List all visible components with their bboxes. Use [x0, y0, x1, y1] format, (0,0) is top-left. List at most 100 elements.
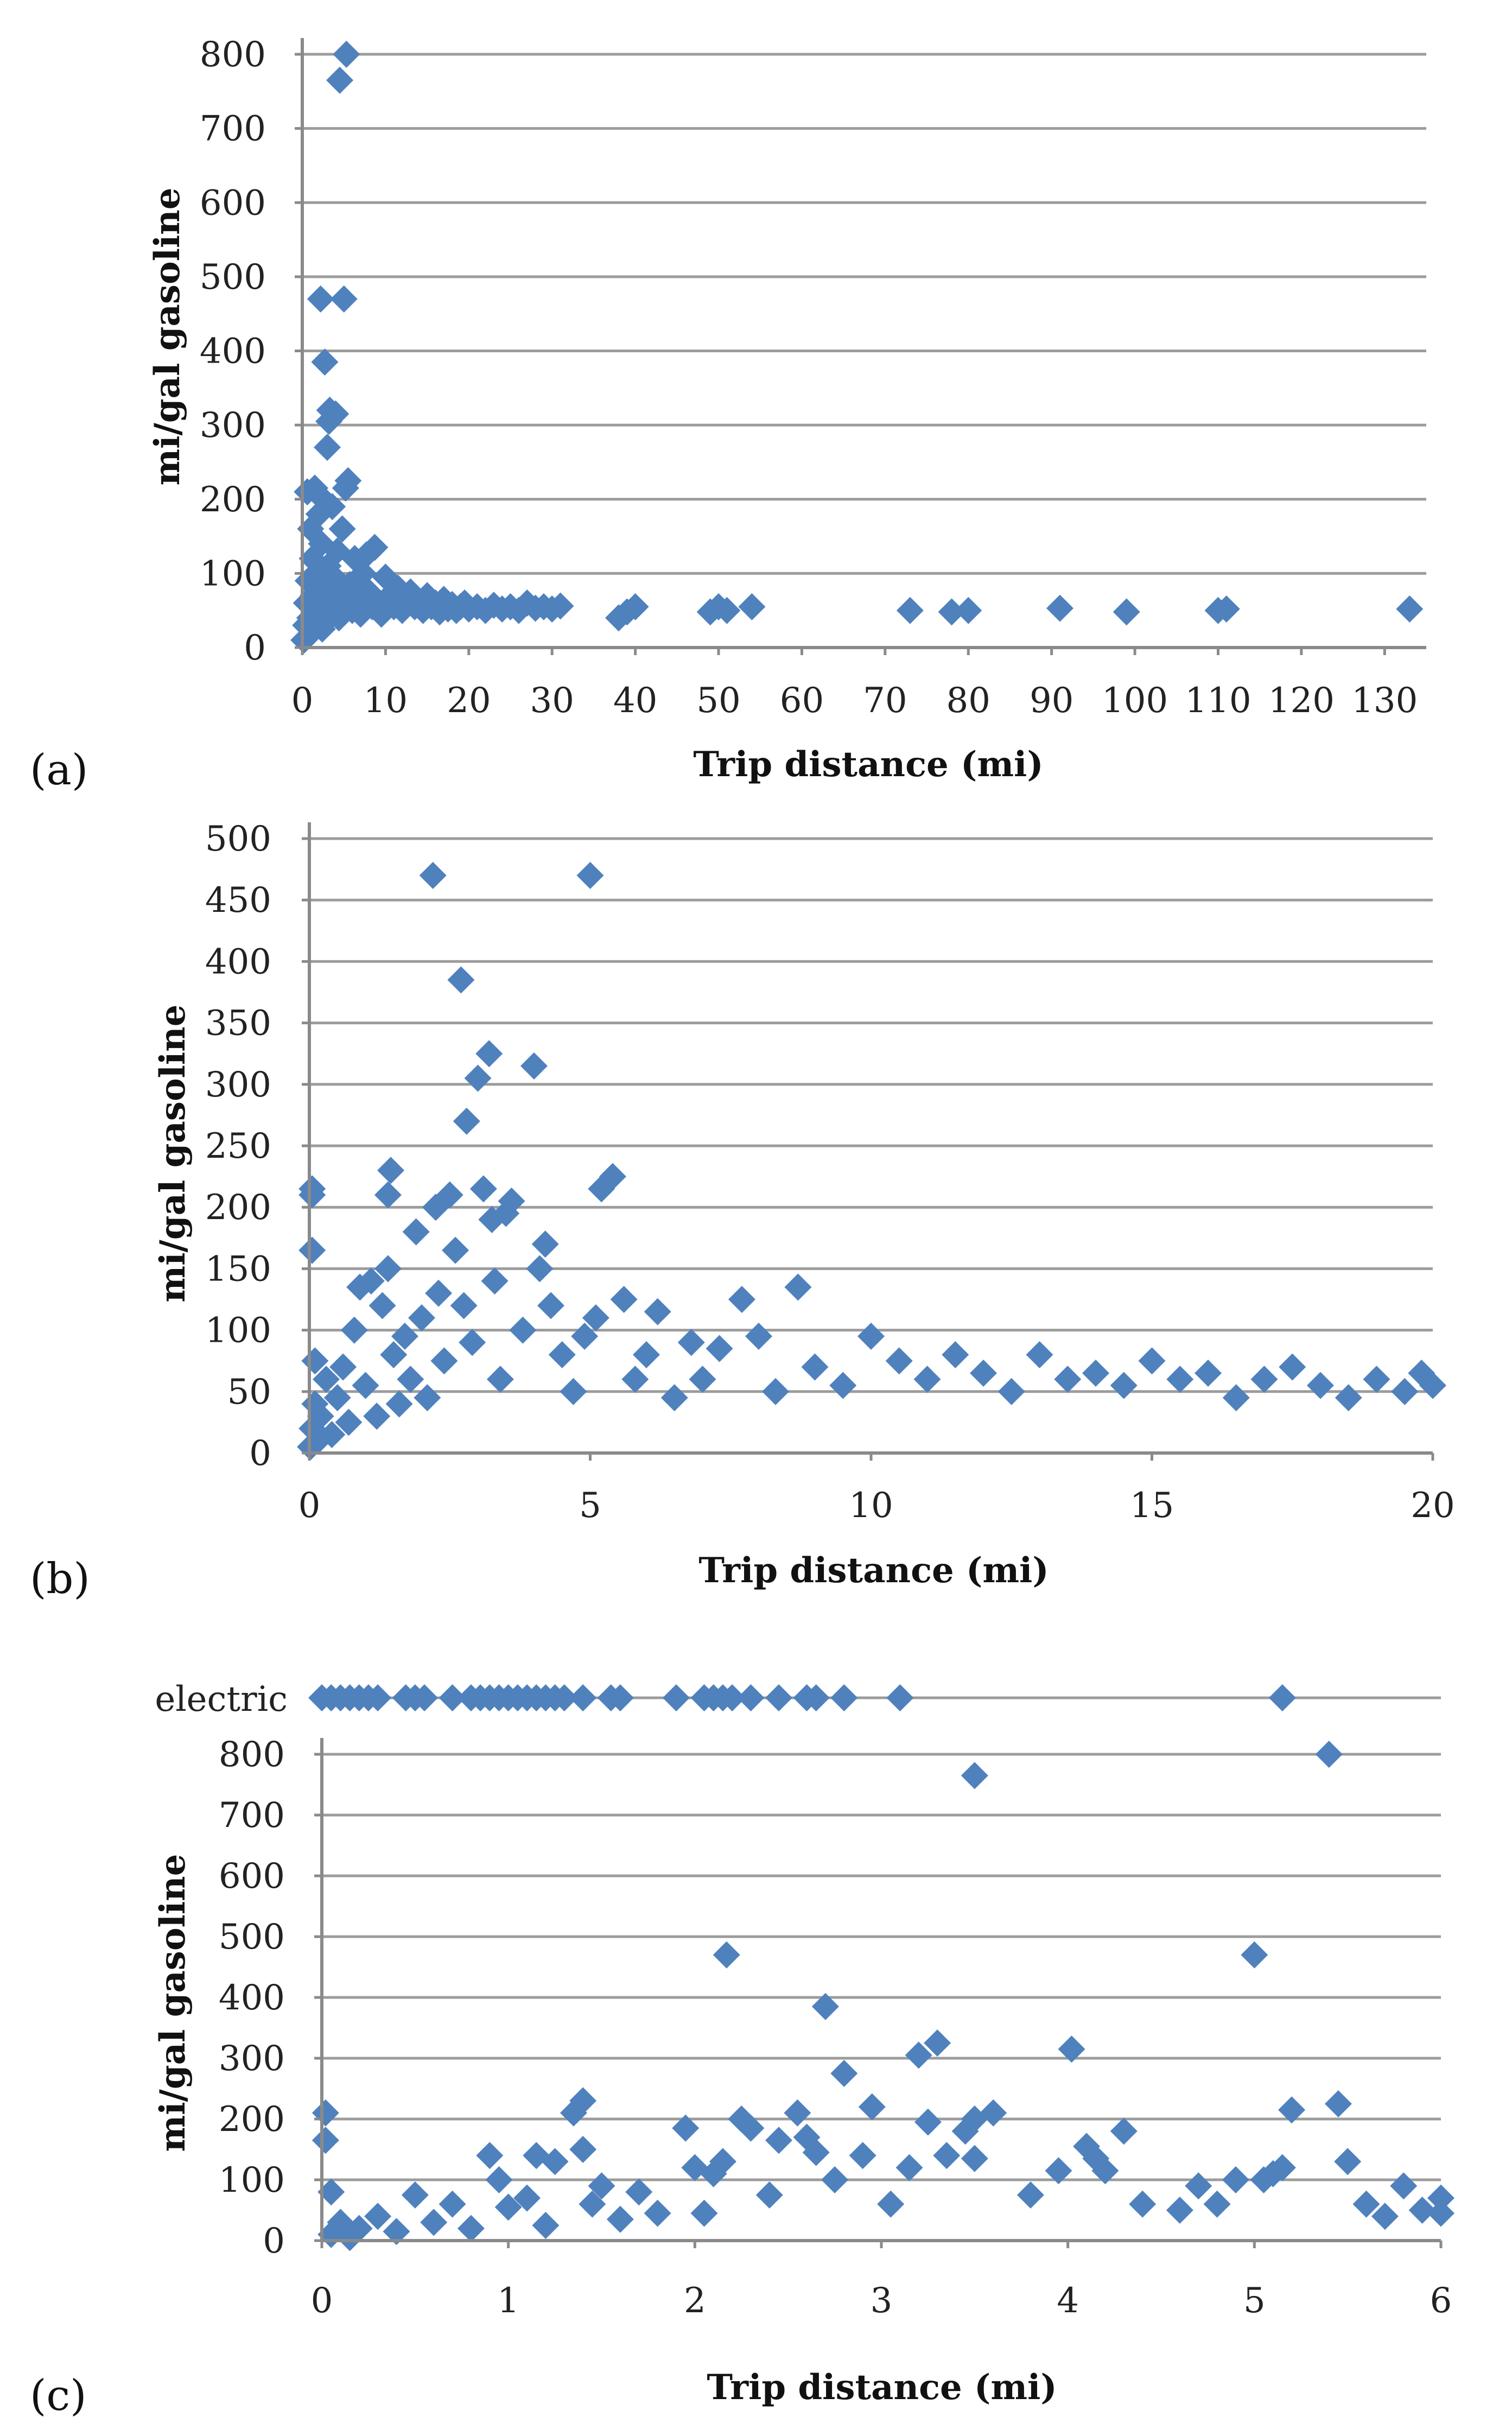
- data-point: [829, 1372, 857, 1399]
- data-point: [1026, 1341, 1053, 1368]
- data-point: [709, 2148, 736, 2175]
- data-point: [541, 2148, 569, 2175]
- data-point: [532, 2212, 560, 2239]
- data-point: [1391, 1378, 1419, 1405]
- electric-data-point: [662, 1684, 690, 1711]
- x-tick-label: 120: [1268, 681, 1335, 721]
- electric-data-point: [719, 1684, 746, 1711]
- panel-c-axes: [314, 1738, 1443, 2248]
- data-point: [408, 1304, 435, 1331]
- data-point: [397, 1366, 424, 1393]
- data-point: [498, 1187, 525, 1215]
- x-tick-label: 3: [871, 2281, 893, 2321]
- panel-b-points: [297, 861, 1446, 1461]
- data-point: [335, 1409, 363, 1436]
- data-point: [905, 2041, 932, 2069]
- panel-a-x-tick-labels: 0 10 20 30 40 50 60 70 80 90 100 110 120 130: [291, 681, 1418, 721]
- electric-data-point: [606, 1684, 634, 1711]
- data-point: [569, 2136, 597, 2163]
- y-tick-label: 800: [219, 1735, 285, 1775]
- data-point: [1113, 598, 1140, 626]
- data-point: [801, 1353, 829, 1381]
- data-point: [914, 2108, 942, 2136]
- data-point: [576, 861, 604, 889]
- data-point: [537, 1292, 565, 1319]
- data-point: [571, 1322, 599, 1350]
- data-point: [402, 1218, 430, 1246]
- panel-b-y-axis-title: mi/gal gasoline: [153, 1004, 193, 1302]
- y-tick-label: 200: [205, 1188, 271, 1228]
- data-point: [420, 2209, 448, 2236]
- data-point: [885, 1347, 913, 1375]
- panel-c-points: [308, 1684, 1454, 2251]
- data-point: [877, 2190, 905, 2218]
- electric-data-point: [411, 1684, 439, 1711]
- data-point: [334, 467, 362, 494]
- data-point: [802, 2139, 830, 2166]
- x-tick-label: 5: [1243, 2281, 1266, 2321]
- y-tick-label: 100: [219, 2160, 285, 2200]
- data-point: [329, 1353, 357, 1381]
- x-tick-label: 70: [863, 681, 907, 721]
- y-tick-label: 100: [205, 1311, 271, 1351]
- panel-b-x-axis-title: Trip distance (mi): [698, 1550, 1049, 1591]
- data-point: [1017, 2181, 1044, 2209]
- data-point: [1058, 2035, 1085, 2063]
- data-point: [1334, 2148, 1362, 2175]
- data-point: [737, 2114, 765, 2142]
- panel-a-y-tick-labels: 0 100 200 300 400 500 600 700 800: [200, 35, 266, 668]
- electric-data-point: [886, 1684, 914, 1711]
- data-point: [762, 1378, 790, 1405]
- data-point: [391, 1322, 418, 1350]
- data-point: [606, 2205, 634, 2233]
- electric-data-point: [830, 1684, 858, 1711]
- y-tick-label: 300: [205, 1065, 271, 1105]
- data-point: [419, 861, 447, 889]
- x-tick-label: 80: [946, 681, 990, 721]
- data-point: [326, 66, 354, 94]
- y-tick-label: 500: [205, 819, 271, 859]
- y-tick-label: 450: [205, 880, 271, 921]
- y-tick-label: 400: [205, 942, 271, 982]
- data-point: [318, 1421, 346, 1449]
- data-point: [672, 2114, 700, 2142]
- data-point: [430, 1347, 458, 1375]
- panel-c-x-tick-labels: 0 1 2 3 4 5 6: [311, 2281, 1452, 2321]
- data-point: [858, 2093, 886, 2121]
- data-point: [425, 1279, 453, 1307]
- panel-b-y-tick-labels: 0 50 100 150 200 250 300 350 400 450 500: [205, 819, 271, 1474]
- data-point: [520, 1052, 548, 1080]
- data-point: [311, 348, 339, 376]
- data-point: [1129, 2190, 1157, 2218]
- y-tick-label: 250: [205, 1126, 271, 1166]
- data-point: [312, 2099, 339, 2127]
- panel-a-y-axis-title: mi/gal gasoline: [147, 187, 188, 485]
- x-tick-label: 1: [497, 2281, 519, 2321]
- y-tick-label: 100: [200, 554, 266, 594]
- data-point: [380, 1341, 408, 1368]
- data-point: [765, 2127, 792, 2154]
- data-point: [374, 1255, 402, 1283]
- y-tick-label: 50: [227, 1372, 271, 1412]
- data-point: [1408, 2197, 1436, 2224]
- y-tick-label: 300: [219, 2039, 285, 2079]
- data-point: [383, 2218, 410, 2245]
- data-point: [1427, 2199, 1454, 2227]
- data-point: [364, 2203, 392, 2230]
- data-point: [1110, 2117, 1138, 2145]
- data-point: [447, 966, 475, 994]
- data-point: [955, 597, 982, 624]
- electric-data-point: [439, 1684, 466, 1711]
- data-point: [830, 2060, 858, 2087]
- data-point: [938, 598, 965, 626]
- data-point: [1363, 1366, 1390, 1393]
- data-point: [323, 1384, 351, 1412]
- data-point: [345, 2215, 373, 2242]
- y-tick-label: 200: [200, 480, 266, 520]
- data-point: [509, 1316, 537, 1344]
- data-point: [1315, 1741, 1343, 1768]
- data-point: [357, 1267, 385, 1295]
- data-point: [369, 1292, 396, 1319]
- data-point: [363, 1403, 391, 1430]
